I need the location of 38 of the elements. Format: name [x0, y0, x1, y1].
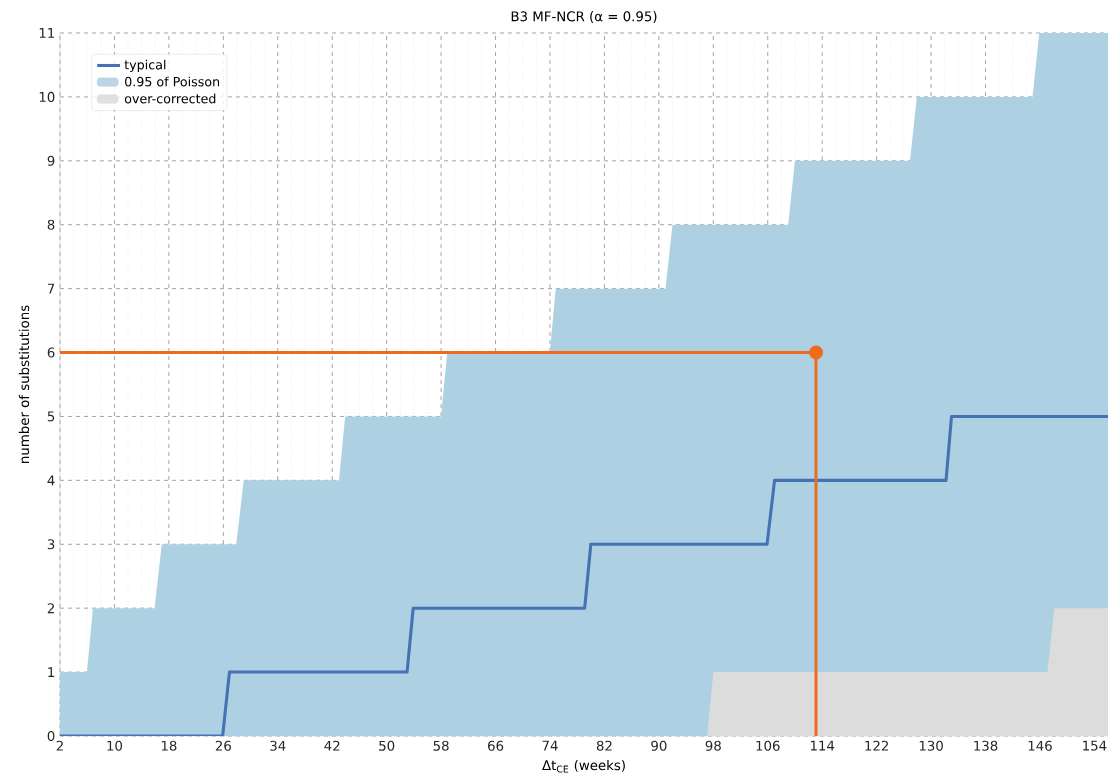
y-tick-label: 10 [39, 91, 55, 102]
x-tick-label: 114 [810, 740, 835, 751]
x-tick-label: 122 [865, 740, 889, 751]
legend-label: 0.95 of Poisson [125, 76, 220, 87]
x-tick-label: 18 [161, 740, 177, 751]
x-tick-label: 50 [379, 740, 395, 751]
x-tick-label: 42 [324, 740, 340, 751]
y-tick-label: 2 [47, 603, 54, 614]
y-tick-label: 7 [47, 283, 55, 294]
x-tick-label: 106 [756, 740, 780, 751]
legend-label: typical [124, 59, 166, 72]
x-tick-label: 66 [488, 740, 504, 751]
x-tick-label: 138 [974, 740, 998, 751]
legend-label: over-corrected [124, 93, 216, 104]
y-tick-label: 4 [47, 475, 55, 486]
x-tick-label: 58 [433, 740, 449, 751]
x-tick-label: 82 [596, 740, 612, 751]
y-tick-label: 11 [39, 28, 55, 38]
x-tick-label: 90 [651, 740, 667, 751]
x-tick-label: 2 [56, 740, 63, 751]
y-tick-label: 6 [47, 347, 55, 358]
x-tick-label: 154 [1083, 740, 1107, 751]
chart-title: B3 MF-NCR (α = 0.95) [511, 11, 657, 23]
x-tick-label: 34 [270, 740, 286, 751]
y-tick-label: 0 [47, 730, 55, 742]
x-axis-title: Δt$_{CE}$ (weeks) [542, 759, 625, 773]
y-tick-label: 1 [48, 667, 55, 677]
x-tick-label: 146 [1028, 740, 1052, 751]
y-tick-label: 8 [47, 219, 55, 230]
x-tick-label: 74 [542, 740, 558, 751]
y-tick-label: 3 [47, 539, 55, 550]
x-tick-label: 10 [107, 740, 123, 751]
x-tick-label: 26 [215, 740, 231, 751]
y-tick-label: 5 [47, 411, 55, 422]
x-tick-label: 130 [919, 740, 943, 751]
y-tick-label: 9 [47, 155, 55, 166]
x-tick-label: 98 [705, 740, 721, 751]
y-axis-title: number of substitutions [18, 305, 30, 463]
